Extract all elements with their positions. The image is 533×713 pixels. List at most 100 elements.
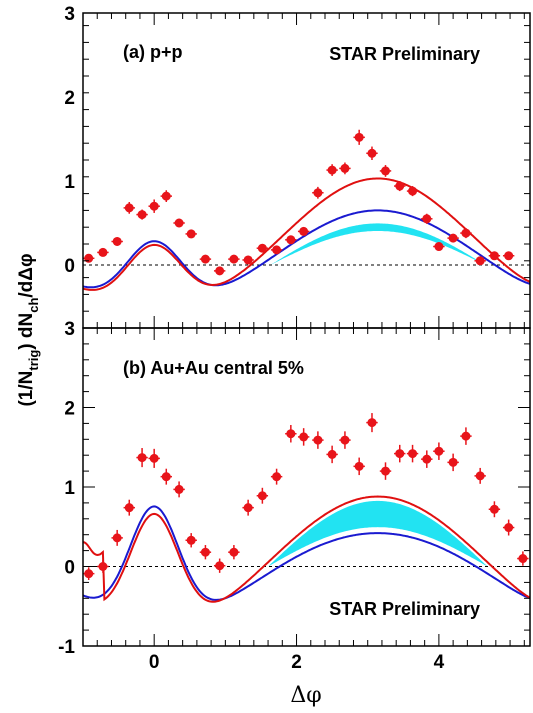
- flow-background-curve: [83, 209, 530, 289]
- data-point: [448, 457, 458, 467]
- data-point: [327, 449, 337, 459]
- y-tick-label: 2: [64, 88, 75, 109]
- data-point: [243, 255, 253, 265]
- data-point: [112, 533, 122, 543]
- data-point: [422, 214, 432, 224]
- data-point: [340, 163, 350, 173]
- data-point: [229, 254, 239, 264]
- data-point: [257, 491, 267, 501]
- data-point: [434, 242, 444, 252]
- plot-area: [83, 129, 530, 291]
- data-point: [229, 547, 239, 557]
- data-point: [408, 449, 418, 459]
- y-axis-label-part-1: (1/N: [16, 371, 37, 407]
- data-point: [327, 165, 337, 175]
- data-point: [124, 203, 134, 213]
- y-tick-label: 3: [64, 319, 75, 340]
- data-point: [174, 218, 184, 228]
- star-preliminary-label: STAR Preliminary: [329, 599, 480, 619]
- y-tick-label: 0: [64, 256, 75, 277]
- data-point: [461, 228, 471, 238]
- data-point: [137, 453, 147, 463]
- y-tick-label: -1: [58, 637, 75, 658]
- flow-systematic-band: [253, 223, 530, 290]
- data-point: [395, 181, 405, 191]
- data-point: [504, 523, 514, 533]
- data-point: [340, 435, 350, 445]
- data-point: [243, 503, 253, 513]
- data-point: [434, 446, 444, 456]
- data-point: [215, 266, 225, 276]
- data-point: [174, 484, 184, 494]
- data-point: [286, 235, 296, 245]
- data-point: [381, 166, 391, 176]
- flow-background-curve: [83, 505, 530, 601]
- data-point: [98, 562, 108, 571]
- data-point: [84, 253, 94, 263]
- x-tick-label: 0: [149, 652, 160, 673]
- data-point: [367, 148, 377, 158]
- data-point: [461, 431, 471, 441]
- data-point: [161, 191, 171, 201]
- data-point: [112, 236, 122, 246]
- data-point: [489, 251, 499, 261]
- data-point: [215, 561, 225, 571]
- y-tick-label: 1: [64, 478, 75, 499]
- y-axis-label-part-3: /dΔφ: [16, 253, 37, 297]
- y-tick-label: 1: [64, 172, 75, 193]
- data-point: [137, 210, 147, 220]
- data-point: [186, 535, 196, 545]
- data-point: [272, 245, 282, 255]
- panel-label: (a) p+p: [123, 42, 183, 62]
- data-point: [200, 547, 210, 557]
- y-axis-label: (1/Ntrig) dNch/dΔφ: [16, 253, 41, 406]
- data-point: [504, 251, 514, 261]
- plot-area: [83, 413, 530, 603]
- data-point: [367, 418, 377, 428]
- data-point: [422, 454, 432, 464]
- y-axis-label-sub-trig: trig: [26, 350, 41, 371]
- panel-b-auau: -1 0 1 2 3 (b) Au+Au central 5% STAR Prelimina…: [58, 319, 531, 658]
- y-axis-label-sub-ch: ch: [26, 298, 41, 313]
- data-point: [272, 472, 282, 482]
- data-point: [149, 201, 159, 211]
- data-point: [84, 569, 94, 579]
- data-point: [475, 471, 485, 481]
- data-point: [299, 432, 309, 442]
- data-point: [354, 132, 364, 142]
- data-point: [354, 461, 364, 471]
- data-point: [257, 243, 267, 253]
- y-tick-label: 0: [64, 558, 75, 579]
- data-point: [381, 466, 391, 476]
- data-point: [395, 449, 405, 459]
- y-axis-label-part-2: ) dN: [16, 313, 37, 350]
- panel-a-pp: 0 1 2 3 (a) p+p STAR Preliminary: [64, 4, 531, 329]
- x-axis-label: Δφ: [290, 683, 321, 708]
- data-point: [186, 229, 196, 239]
- data-point: [313, 435, 323, 445]
- x-tick-label: 4: [434, 652, 445, 673]
- data-point: [518, 554, 528, 564]
- y-tick-label: 2: [64, 399, 75, 420]
- star-preliminary-label: STAR Preliminary: [329, 44, 480, 64]
- data-point: [489, 504, 499, 514]
- total-fit-curve: [83, 177, 530, 291]
- data-point: [149, 453, 159, 463]
- data-point: [313, 188, 323, 198]
- y-tick-label: 3: [64, 4, 75, 25]
- data-point: [200, 254, 210, 264]
- data-point: [98, 247, 108, 257]
- data-point: [408, 186, 418, 196]
- data-point: [124, 503, 134, 513]
- x-tick-label: 2: [291, 652, 302, 673]
- data-point: [161, 472, 171, 482]
- total-fit-curve: [83, 495, 530, 603]
- flow-systematic-band: [232, 500, 530, 598]
- svg-text:(1/Ntrig) dNch/dΔφ: (1/Ntrig) dNch/dΔφ: [16, 253, 41, 406]
- data-point: [299, 226, 309, 236]
- panel-label: (b) Au+Au central 5%: [123, 358, 304, 378]
- data-point: [475, 256, 485, 266]
- data-point: [286, 429, 296, 439]
- data-point: [448, 233, 458, 243]
